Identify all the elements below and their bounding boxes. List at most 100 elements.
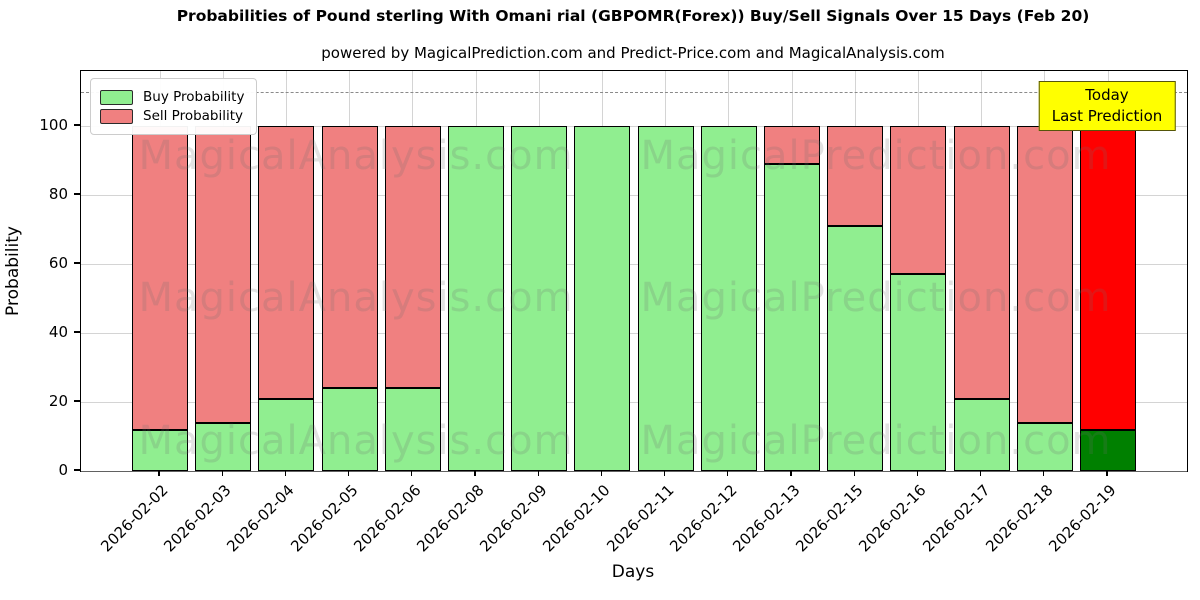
y-tick-mark — [74, 262, 80, 264]
buy-segment — [448, 126, 504, 471]
x-tick-label: 2026-02-06 — [350, 481, 425, 556]
legend-label-sell: Sell Probability — [143, 108, 244, 124]
buy-segment — [953, 398, 1010, 471]
watermark-text: MagicalAnalysis.com — [138, 418, 574, 464]
buy-segment — [1080, 429, 1136, 471]
x-tick-mark — [663, 471, 666, 476]
x-tick-label: 2026-02-04 — [223, 481, 298, 556]
x-tick-label: 2026-02-13 — [729, 481, 804, 556]
bar-2026-02-13 — [764, 71, 820, 471]
h-gridline — [81, 194, 1187, 196]
bar-2026-02-06 — [384, 71, 441, 471]
threshold-dashed-line — [81, 91, 1187, 93]
x-tick-mark — [158, 471, 160, 476]
x-tick-mark — [284, 471, 287, 476]
x-tick-label: 2026-02-02 — [97, 481, 172, 556]
x-tick-label: 2026-02-17 — [918, 481, 994, 556]
buy-segment — [827, 226, 884, 471]
y-tick-mark — [74, 331, 80, 333]
x-tick-label: 2026-02-08 — [413, 481, 488, 556]
x-tick-mark — [411, 471, 413, 476]
sell-segment — [1016, 126, 1073, 423]
buy-segment — [574, 126, 631, 471]
y-tick-mark — [74, 400, 80, 402]
today-annotation-line1: Today — [1085, 86, 1129, 104]
y-tick-mark — [74, 124, 80, 126]
sell-segment — [258, 126, 315, 399]
buy-segment — [321, 388, 378, 471]
y-tick-label: 100 — [39, 116, 68, 135]
x-tick-label: 2026-02-18 — [982, 481, 1057, 556]
legend-label-buy: Buy Probability — [143, 89, 245, 105]
plot-area: MagicalAnalysis.com MagicalPrediction.com… — [80, 70, 1188, 472]
sell-segment — [827, 126, 884, 227]
x-tick-label: 2026-02-15 — [792, 481, 867, 556]
y-tick-label: 80 — [48, 185, 68, 204]
h-gridline — [81, 332, 1187, 334]
bar-2026-02-15 — [827, 71, 884, 471]
y-tick-label: 60 — [48, 254, 68, 273]
bar-2026-02-09 — [511, 71, 568, 471]
buy-segment — [700, 126, 757, 471]
buy-segment — [764, 164, 820, 471]
h-gridline — [81, 125, 1187, 127]
x-tick-mark — [727, 471, 729, 476]
h-gridline — [81, 401, 1187, 403]
sell-swatch-icon — [100, 108, 133, 124]
x-tick-label: 2026-02-19 — [1045, 481, 1120, 556]
bars-layer — [81, 71, 1187, 471]
page-title: Probabilities of Pound sterling With Oma… — [176, 7, 1090, 25]
y-tick-label: 40 — [48, 323, 68, 342]
x-tick-mark — [1106, 471, 1108, 476]
buy-swatch-icon — [100, 89, 133, 105]
x-tick-label: 2026-02-10 — [539, 481, 614, 556]
sell-segment — [890, 126, 947, 275]
x-tick-label: 2026-02-12 — [666, 481, 741, 556]
buy-segment — [258, 398, 315, 471]
today-annotation: Today Last Prediction — [1038, 81, 1176, 131]
x-tick-label: 2026-02-05 — [286, 481, 362, 556]
bar-2026-02-16 — [890, 71, 947, 471]
y-tick-mark — [74, 193, 80, 195]
x-tick-label: 2026-02-03 — [160, 481, 235, 556]
x-tick-mark — [916, 471, 919, 476]
x-tick-label: 2026-02-11 — [602, 481, 678, 556]
h-gridline — [81, 263, 1187, 265]
sell-segment — [132, 126, 188, 430]
y-tick-label: 0 — [58, 461, 68, 479]
bar-2026-02-02 — [132, 71, 188, 471]
bar-2026-02-19 — [1080, 71, 1136, 471]
bar-2026-02-11 — [637, 71, 694, 471]
bar-2026-02-04 — [258, 71, 315, 471]
watermark-text: MagicalPrediction.com — [640, 133, 1112, 179]
watermark-layer: MagicalAnalysis.com MagicalPrediction.com… — [81, 71, 1187, 471]
x-tick-mark — [347, 471, 350, 476]
buy-segment — [890, 274, 947, 471]
buy-segment — [384, 388, 441, 471]
sell-segment — [764, 126, 820, 165]
watermark-text: MagicalAnalysis.com — [138, 275, 574, 321]
sell-segment — [1080, 126, 1136, 430]
x-tick-mark — [600, 471, 603, 476]
bar-2026-02-03 — [195, 71, 252, 471]
bar-2026-02-10 — [574, 71, 631, 471]
page-subtitle: powered by MagicalPrediction.com and Pre… — [321, 44, 945, 62]
x-tick-label: 2026-02-09 — [476, 481, 551, 556]
x-tick-mark — [474, 471, 476, 476]
x-tick-mark — [790, 471, 792, 476]
sell-segment — [384, 126, 441, 389]
bar-2026-02-17 — [953, 71, 1010, 471]
x-tick-label: 2026-02-16 — [855, 481, 930, 556]
x-tick-mark — [221, 471, 223, 476]
buy-segment — [132, 429, 188, 471]
sell-segment — [953, 126, 1010, 399]
x-tick-mark — [979, 471, 982, 476]
buy-segment — [1016, 422, 1073, 471]
sell-segment — [195, 126, 252, 423]
legend-item-sell: Sell Probability — [100, 108, 244, 124]
buy-segment — [511, 126, 568, 471]
y-tick-label: 20 — [48, 392, 68, 411]
x-tick-mark — [853, 471, 855, 476]
x-tick-mark — [537, 471, 539, 476]
